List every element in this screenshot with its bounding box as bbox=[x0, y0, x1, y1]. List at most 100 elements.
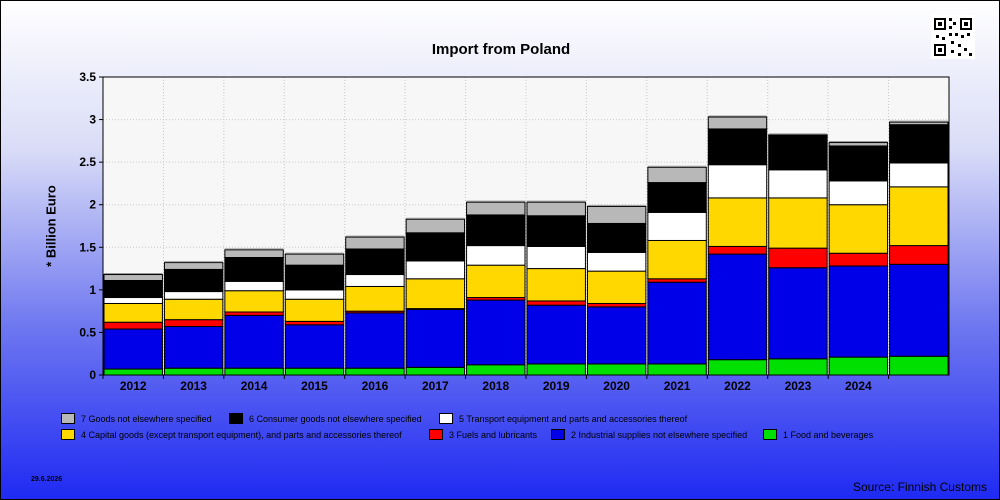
bar-segment bbox=[405, 218, 466, 234]
y-tick-label: 3.5 bbox=[79, 70, 96, 84]
bar-segment bbox=[345, 274, 405, 287]
legend-item-goods-nes: 7 Goods not elsewhere specified bbox=[61, 413, 212, 424]
x-tick-label: 2015 bbox=[301, 379, 328, 393]
bar-segment bbox=[586, 251, 647, 272]
bar-segment bbox=[526, 215, 586, 247]
bar-segment bbox=[526, 363, 586, 376]
y-tick-label: 2.5 bbox=[79, 155, 96, 169]
legend-item-transport: 5 Transport equipment and parts and acce… bbox=[439, 413, 687, 424]
bar-segment bbox=[345, 248, 405, 276]
bar-segment bbox=[224, 257, 284, 282]
x-tick-label: 2020 bbox=[603, 379, 630, 393]
legend-item-fuels: 3 Fuels and lubricants bbox=[429, 429, 537, 440]
bar-segment bbox=[707, 128, 768, 166]
bar-segment bbox=[768, 358, 828, 376]
bar-segment bbox=[103, 297, 163, 304]
legend-swatch bbox=[61, 429, 75, 440]
y-tick-label: 1.5 bbox=[79, 240, 96, 254]
bar-segment bbox=[224, 249, 284, 259]
bar-segment bbox=[768, 134, 828, 137]
x-tick-label: 2022 bbox=[724, 379, 751, 393]
bar-segment bbox=[405, 366, 466, 376]
bar-segment bbox=[345, 367, 405, 376]
bar-segment bbox=[284, 320, 345, 326]
chart-title: Import from Poland bbox=[431, 41, 571, 58]
legend-label: 7 Goods not elsewhere specified bbox=[81, 413, 212, 424]
bar-segment bbox=[828, 145, 889, 182]
legend-swatch bbox=[229, 413, 243, 424]
bar-segment bbox=[526, 268, 586, 302]
bar-segment bbox=[103, 302, 163, 323]
bar-segment bbox=[828, 180, 889, 206]
bar-segment bbox=[647, 281, 707, 365]
bar-segment bbox=[828, 204, 889, 254]
x-tick-label: 2018 bbox=[482, 379, 509, 393]
y-tick-label: 0.5 bbox=[79, 325, 96, 339]
bar-segment bbox=[284, 289, 345, 300]
legend-item-capital-goods: 4 Capital goods (except transport equipm… bbox=[61, 429, 402, 440]
y-tick-label: 0 bbox=[89, 368, 96, 382]
legend-swatch bbox=[61, 413, 75, 424]
legend-swatch bbox=[439, 413, 453, 424]
bar-segment bbox=[163, 268, 224, 293]
y-tick-label: 3 bbox=[89, 113, 96, 127]
bar-segment bbox=[284, 253, 345, 266]
bar-segment bbox=[889, 355, 949, 376]
bar-segment bbox=[103, 328, 163, 370]
x-tick-label: 2017 bbox=[422, 379, 449, 393]
bar-segment bbox=[466, 245, 526, 266]
bar-segment bbox=[103, 321, 163, 330]
bar-segment bbox=[466, 214, 526, 247]
x-tick-label: 2013 bbox=[180, 379, 207, 393]
bar-segment bbox=[405, 308, 466, 368]
legend-swatch bbox=[551, 429, 565, 440]
x-tick-label: 2019 bbox=[543, 379, 570, 393]
bar-segment bbox=[163, 325, 224, 369]
bar-segment bbox=[224, 280, 284, 292]
qr-code-icon[interactable] bbox=[931, 15, 975, 59]
bar-segment bbox=[828, 252, 889, 267]
bar-segment bbox=[466, 364, 526, 376]
bar-segment bbox=[224, 290, 284, 313]
bar-segment bbox=[103, 279, 163, 299]
bar-segment bbox=[768, 247, 828, 269]
bar-segment bbox=[163, 262, 224, 270]
bar-segment bbox=[224, 314, 284, 369]
legend-item-food: 1 Food and beverages bbox=[763, 429, 873, 440]
legend-label: 1 Food and beverages bbox=[783, 429, 874, 440]
bar-segment bbox=[224, 367, 284, 376]
y-tick-label: 1 bbox=[89, 283, 96, 297]
bar-segment bbox=[768, 135, 828, 171]
bar-segment bbox=[466, 264, 526, 299]
bar-segment bbox=[345, 285, 405, 312]
bar-segment bbox=[526, 201, 586, 217]
bar-segment bbox=[647, 211, 707, 241]
date-stamp: 29.6.2026 bbox=[31, 476, 63, 483]
bar-segment bbox=[586, 270, 647, 304]
bar-segment bbox=[647, 278, 707, 283]
legend-label: 2 Industrial supplies not elsewhere spec… bbox=[571, 429, 748, 440]
bar-segment bbox=[163, 367, 224, 376]
bar-segment bbox=[345, 312, 405, 369]
bar-segment bbox=[586, 363, 647, 376]
bar-segment bbox=[586, 205, 647, 224]
bar-segment bbox=[889, 186, 949, 247]
bar-segment bbox=[163, 291, 224, 300]
bar-segment bbox=[768, 267, 828, 360]
legend-label: 5 Transport equipment and parts and acce… bbox=[459, 413, 688, 424]
bar-segment bbox=[828, 356, 889, 376]
y-tick-label: 2 bbox=[89, 198, 96, 212]
bar-segment bbox=[284, 264, 345, 291]
x-tick-label: 2012 bbox=[120, 379, 147, 393]
bar-segment bbox=[828, 142, 889, 147]
legend-label: 4 Capital goods (except transport equipm… bbox=[81, 429, 402, 440]
bar-segment bbox=[103, 274, 163, 281]
bar-segment bbox=[284, 324, 345, 369]
legend-label: 6 Consumer goods not elsewhere specified bbox=[249, 413, 422, 424]
bar-segment bbox=[707, 359, 768, 376]
x-tick-label: 2021 bbox=[664, 379, 691, 393]
bar-segment bbox=[647, 182, 707, 213]
bar-segment bbox=[889, 124, 949, 164]
bar-segment bbox=[163, 319, 224, 327]
legend-item-industrial: 2 Industrial supplies not elsewhere spec… bbox=[551, 429, 747, 440]
